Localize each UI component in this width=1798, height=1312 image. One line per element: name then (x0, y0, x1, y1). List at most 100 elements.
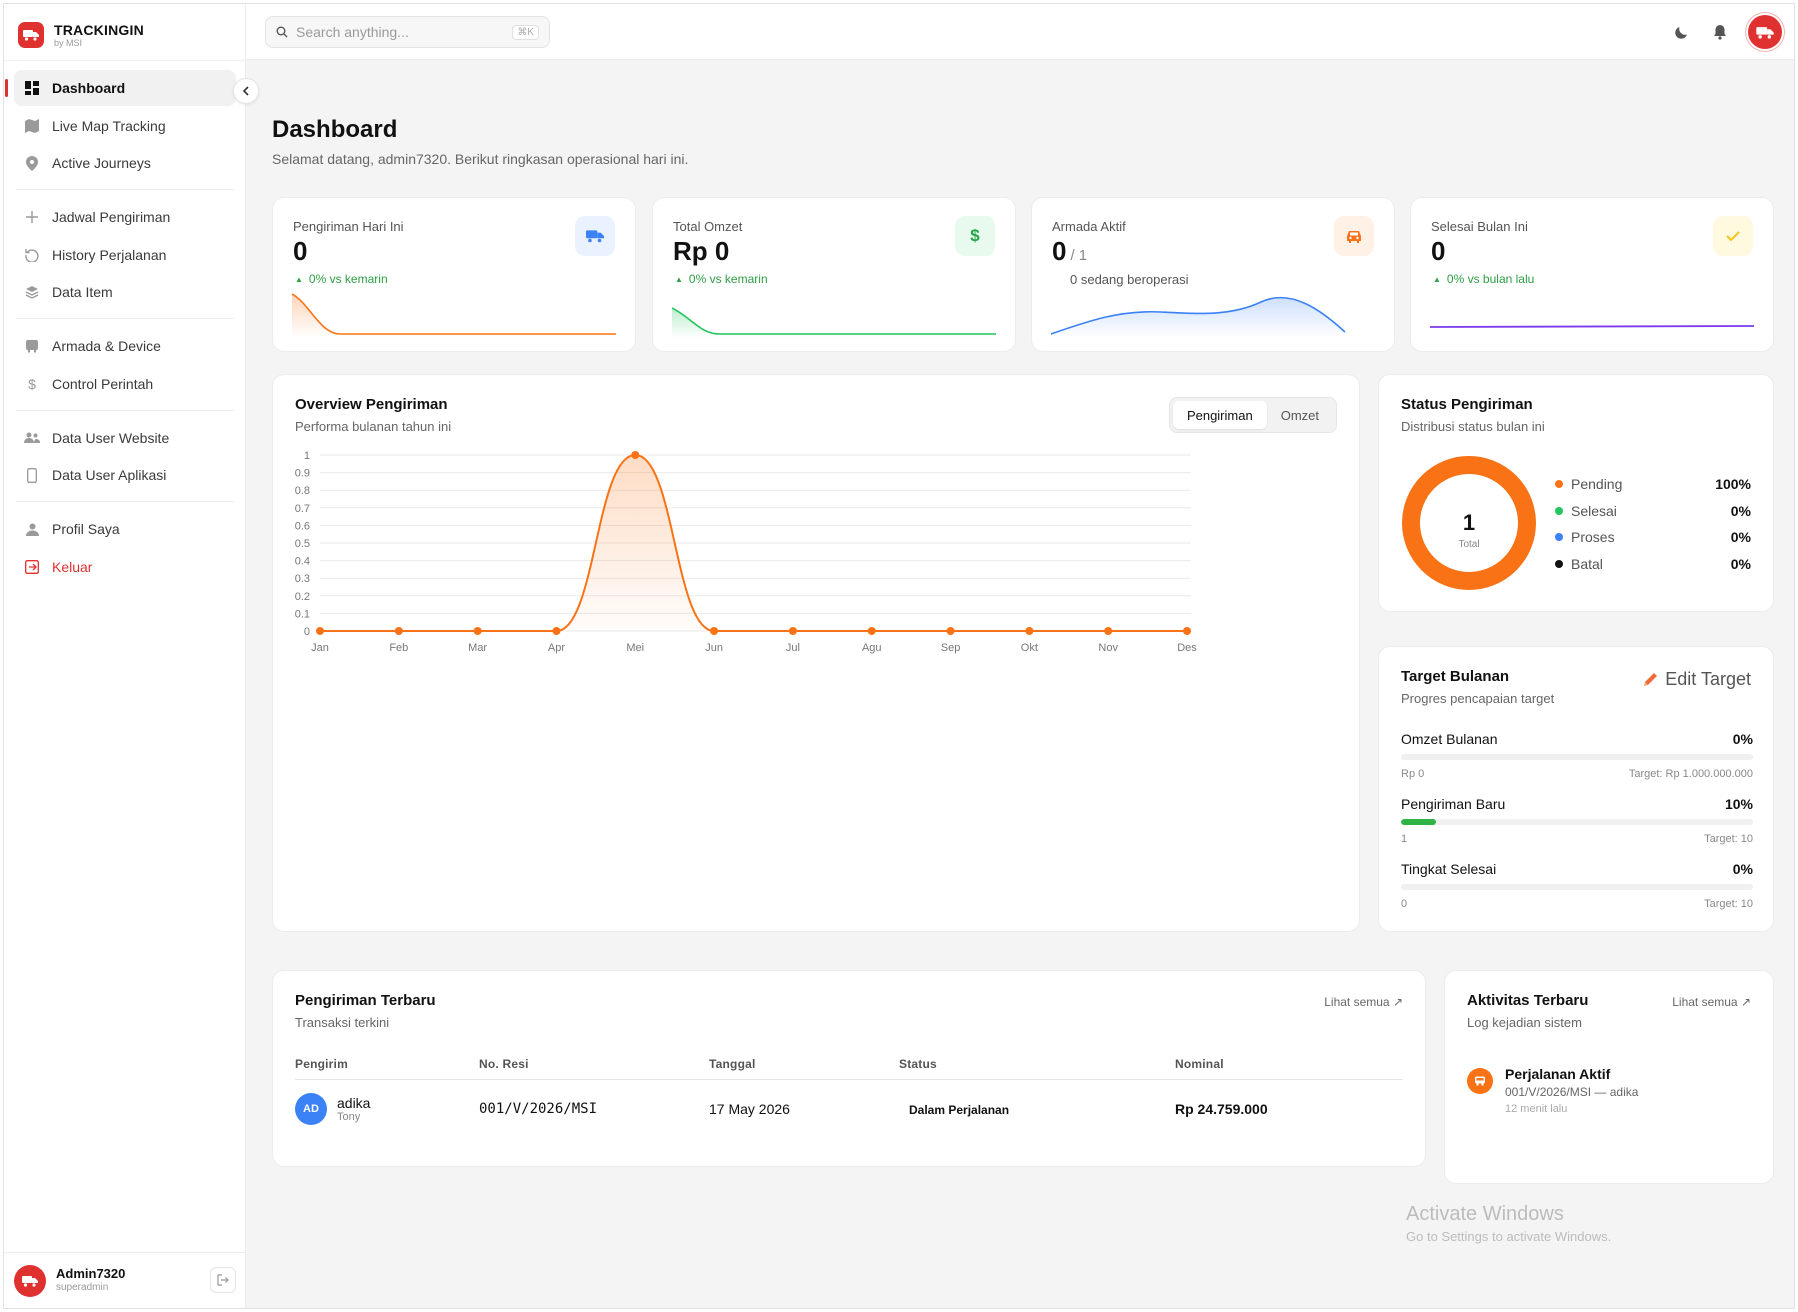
x-tick-label: Mar (468, 642, 487, 654)
truck-icon (1756, 26, 1774, 39)
stat-value: 0/ 1 (1052, 236, 1088, 266)
sidebar-item-label: Active Journeys (52, 155, 151, 171)
column-header: Pengirim (295, 1049, 479, 1080)
car-icon (1334, 216, 1374, 256)
stat-card-selesai: Selesai Bulan Ini 0 ▲ 0% vs bulan lalu (1410, 197, 1774, 352)
chevron-left-icon (242, 86, 249, 96)
sidebar-item-label: Data Item (52, 284, 113, 300)
brand-logo-icon (18, 22, 44, 48)
stat-note: 0 sedang beroperasi (1070, 272, 1189, 287)
x-tick-label: Des (1177, 642, 1197, 654)
activity-title: Perjalanan Aktif (1505, 1066, 1611, 1082)
edit-target-button[interactable]: Edit Target (1642, 669, 1751, 690)
sidebar-item-user-app[interactable]: Data User Aplikasi (14, 457, 236, 493)
stat-value: 0 (1431, 236, 1446, 266)
data-point[interactable] (631, 451, 640, 459)
sidebar-item-history[interactable]: History Perjalanan (14, 237, 236, 273)
profile-avatar-button[interactable] (1748, 15, 1782, 49)
sidebar-item-control[interactable]: $ Control Perintah (14, 366, 236, 402)
search-box[interactable]: ⌘K (265, 16, 550, 48)
check-icon (1713, 216, 1753, 256)
data-point[interactable] (316, 627, 324, 635)
data-point[interactable] (1025, 627, 1034, 635)
bell-icon (1714, 25, 1726, 40)
data-point[interactable] (788, 627, 797, 635)
sender-subtitle: Tony (337, 1110, 361, 1123)
card-subtitle: Log kejadian sistem (1467, 1015, 1582, 1030)
sparkline (1051, 296, 1346, 338)
data-point[interactable] (946, 627, 955, 635)
tab-omzet[interactable]: Omzet (1280, 407, 1319, 423)
sidebar-item-data-item[interactable]: Data Item (14, 274, 236, 310)
sparkline (1430, 325, 1754, 328)
card-title: Overview Pengiriman (295, 396, 448, 413)
sidebar-item-keluar[interactable]: Keluar (14, 549, 236, 585)
divider (16, 189, 234, 190)
dollar-icon: $ (955, 216, 995, 256)
sidebar-item-label: Keluar (52, 558, 93, 575)
sidebar-item-label: Jadwal Pengiriman (52, 209, 171, 225)
brand[interactable]: TRACKINGIN by MSI (18, 22, 144, 48)
card-subtitle: Distribusi status bulan ini (1401, 419, 1545, 434)
sidebar-item-profil[interactable]: Profil Saya (14, 511, 236, 547)
dashboard-icon (24, 80, 40, 96)
data-point[interactable] (1104, 627, 1113, 635)
data-point[interactable] (1183, 627, 1191, 635)
card-subtitle: Performa bulanan tahun ini (295, 419, 452, 434)
progress-bar (1401, 819, 1753, 825)
theme-toggle-button[interactable] (1672, 22, 1692, 42)
x-tick-label: Apr (548, 642, 565, 654)
logout-icon (24, 559, 40, 575)
see-all-link[interactable]: Lihat semua ↗ (1672, 995, 1751, 1009)
sidebar-collapse-button[interactable] (233, 78, 259, 104)
column-header: Tanggal (709, 1049, 899, 1080)
x-tick-label: Jan (311, 642, 329, 654)
tab-pengiriman[interactable]: Pengiriman (1172, 401, 1267, 429)
data-point[interactable] (710, 627, 719, 635)
card-title: Target Bulanan (1401, 668, 1510, 685)
data-point[interactable] (473, 627, 482, 635)
card-title: Status Pengiriman (1401, 396, 1533, 413)
card-subtitle: Progres pencapaian target (1401, 691, 1555, 706)
divider (16, 501, 234, 502)
stat-label: Selesai Bulan Ini (1431, 219, 1528, 234)
y-tick-label: 0.3 (295, 573, 310, 585)
location-pin-icon (24, 155, 40, 171)
data-point[interactable] (394, 627, 403, 635)
dollar-icon: $ (28, 375, 36, 392)
history-icon (24, 247, 40, 263)
sidebar-item-active-journeys[interactable]: Active Journeys (14, 145, 236, 181)
table-row[interactable]: AD adika Tony 001/V/2026/MSI 17 May 2026… (295, 1079, 1403, 1139)
stat-label: Pengiriman Hari Ini (293, 219, 404, 234)
x-tick-label: Nov (1098, 642, 1118, 654)
y-tick-label: 0.5 (295, 538, 310, 550)
date-cell: 17 May 2026 (709, 1101, 790, 1118)
recent-shipments-card: Pengiriman Terbaru Transaksi terkini Lih… (272, 970, 1426, 1167)
data-point[interactable] (867, 627, 876, 635)
sidebar-item-user-web[interactable]: Data User Website (14, 420, 236, 456)
legend-item: Batal 0% (1555, 551, 1751, 578)
sidebar-item-label: Live Map Tracking (52, 117, 166, 134)
stat-card-omzet: Total Omzet Rp 0 ▲ 0% vs kemarin $ (652, 197, 1016, 352)
sparkline (672, 307, 996, 338)
y-tick-label: 0.9 (295, 468, 310, 480)
overview-card: Overview Pengiriman Performa bulanan tah… (272, 374, 1360, 932)
notifications-button[interactable] (1710, 22, 1730, 42)
sidebar-item-jadwal[interactable]: Jadwal Pengiriman (14, 199, 236, 235)
pencil-icon (1644, 673, 1658, 686)
x-tick-label: Agu (862, 642, 882, 654)
activity-item[interactable]: Perjalanan Aktif 001/V/2026/MSI — adika … (1467, 1066, 1638, 1115)
logout-button[interactable] (210, 1267, 236, 1293)
sidebar-item-armada[interactable]: Armada & Device (14, 328, 236, 364)
progress-fill (1401, 819, 1437, 825)
page-title: Dashboard (272, 116, 398, 143)
stat-value: Rp 0 (673, 236, 730, 266)
see-all-link[interactable]: Lihat semua ↗ (1324, 995, 1403, 1009)
search-input[interactable] (296, 24, 496, 40)
sidebar-item-dashboard[interactable]: Dashboard (5, 70, 236, 106)
search-shortcut: ⌘K (512, 25, 539, 40)
sidebar-item-live-map[interactable]: Live Map Tracking (14, 108, 236, 144)
card-subtitle: Transaksi terkini (295, 1015, 390, 1030)
resi-cell: 001/V/2026/MSI (479, 1101, 598, 1118)
data-point[interactable] (552, 627, 561, 635)
